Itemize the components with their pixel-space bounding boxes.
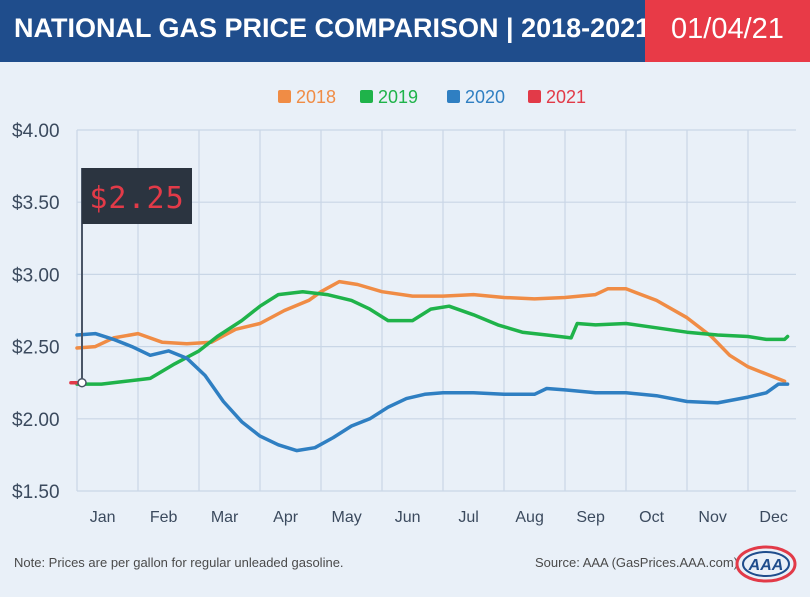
- x-axis-ticks: Jan Feb Mar Apr May Jun Jul Aug Sep Oct Nov Dec: [90, 509, 788, 526]
- y-tick-label: $4.00: [12, 121, 60, 142]
- series-lines: [69, 279, 790, 453]
- x-tick-label: Jun: [395, 509, 421, 526]
- date-label: 01/04/21: [671, 13, 784, 45]
- svg-text:AAA: AAA: [748, 557, 784, 574]
- series-line-2018: [75, 279, 787, 384]
- x-tick-label: Mar: [211, 509, 239, 526]
- current-price-marker: [77, 377, 87, 388]
- y-tick-label: $1.50: [12, 482, 60, 503]
- y-axis-ticks: $4.00 $3.50 $3.00 $2.50 $2.00 $1.50: [12, 121, 60, 503]
- y-tick-label: $2.00: [12, 410, 60, 431]
- x-tick-label: Jan: [90, 509, 116, 526]
- x-tick-label: Apr: [273, 509, 299, 526]
- aaa-logo: AAA: [735, 545, 797, 583]
- legend-swatch: [360, 90, 373, 103]
- x-tick-label: Feb: [150, 509, 178, 526]
- x-tick-label: Dec: [759, 509, 787, 526]
- date-banner: 01/04/21: [645, 0, 810, 62]
- grid-layer: [76, 129, 796, 492]
- legend-label: 2018: [296, 87, 336, 107]
- header: NATIONAL GAS PRICE COMPARISON | 2018-202…: [0, 0, 810, 62]
- legend-label: 2020: [465, 87, 505, 107]
- x-tick-label: Jul: [458, 509, 478, 526]
- legend-label: 2021: [546, 87, 586, 107]
- callout-sign: [82, 168, 192, 224]
- x-tick-label: Nov: [698, 509, 726, 526]
- x-tick-label: Oct: [639, 509, 664, 526]
- y-tick-label: $3.00: [12, 265, 60, 286]
- footnote: Note: Prices are per gallon for regular …: [14, 555, 344, 570]
- price-callout: $2.25: [77, 168, 192, 388]
- x-tick-label: Sep: [576, 509, 605, 526]
- y-tick-label: $2.50: [12, 338, 60, 359]
- source-link[interactable]: Source: AAA (GasPrices.AAA.com): [535, 555, 739, 570]
- legend: 2018 2019 2020 2021: [278, 87, 586, 107]
- title-banner: NATIONAL GAS PRICE COMPARISON | 2018-202…: [0, 0, 650, 62]
- series-line-2020: [75, 331, 790, 453]
- chart-title: NATIONAL GAS PRICE COMPARISON | 2018-202…: [14, 13, 651, 43]
- callout-value: $2.25: [89, 181, 184, 216]
- legend-swatch: [278, 90, 291, 103]
- series-line-2019: [75, 289, 790, 386]
- legend-swatch: [528, 90, 541, 103]
- x-tick-label: Aug: [515, 509, 543, 526]
- x-tick-label: May: [332, 509, 362, 526]
- legend-swatch: [447, 90, 460, 103]
- y-tick-label: $3.50: [12, 193, 60, 214]
- legend-label: 2019: [378, 87, 418, 107]
